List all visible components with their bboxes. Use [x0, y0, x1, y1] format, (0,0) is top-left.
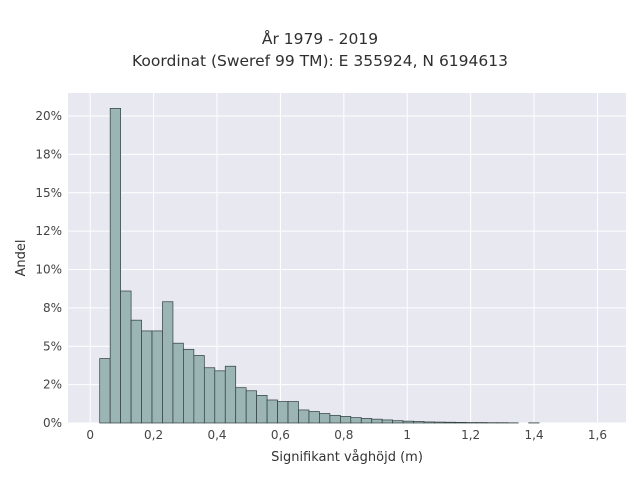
histogram-bar: [172, 342, 184, 424]
x-axis-label: Signifikant våghöjd (m): [271, 450, 423, 465]
y-tick-label: 12%: [35, 224, 62, 238]
x-tick-label: 1,4: [525, 428, 544, 442]
histogram-bar: [360, 418, 373, 424]
y-tick-label: 20%: [35, 109, 62, 123]
histogram-bars: [99, 107, 540, 424]
histogram-bar: [392, 420, 404, 424]
x-axis-ticks: 0 0,2 0,4 0,6 0,8 1 1,2 1,4 1,6: [86, 428, 607, 442]
histogram-bar: [423, 421, 435, 424]
y-tick-label: 15%: [35, 186, 62, 200]
x-tick-label: 0,2: [144, 428, 163, 442]
y-tick-label: 2%: [43, 378, 62, 392]
histogram-bar: [235, 387, 247, 424]
histogram-bar: [371, 418, 383, 424]
histogram-bar: [109, 107, 121, 424]
histogram-bar: [151, 330, 163, 424]
chart-title-line-1: År 1979 - 2019: [261, 30, 379, 48]
histogram-bar: [402, 420, 414, 424]
histogram-bar: [381, 419, 394, 424]
histogram-bar: [287, 401, 299, 424]
x-tick-label: 0,6: [271, 428, 290, 442]
histogram-bar: [455, 422, 467, 424]
histogram-bar: [413, 421, 425, 424]
y-axis-ticks: 0% 2% 5% 8% 10% 12% 15% 18% 20%: [35, 109, 62, 430]
histogram-bar: [444, 421, 456, 424]
chart-title-line-2: Koordinat (Sweref 99 TM): E 355924, N 61…: [132, 52, 508, 70]
histogram-bar: [350, 417, 362, 424]
x-tick-label: 1,6: [588, 428, 607, 442]
histogram-bar: [141, 330, 153, 424]
x-tick-label: 0,8: [334, 428, 353, 442]
x-tick-label: 1: [403, 428, 411, 442]
y-tick-label: 0%: [43, 416, 62, 430]
histogram-bar: [203, 367, 216, 424]
x-tick-label: 0,4: [207, 428, 226, 442]
histogram-bar: [245, 390, 257, 424]
histogram-bar: [434, 421, 446, 424]
histogram-bar: [329, 414, 341, 424]
y-axis-label: Andel: [14, 240, 29, 277]
histogram-bar: [120, 290, 132, 424]
histogram-bar: [256, 395, 268, 424]
y-tick-label: 5%: [43, 339, 62, 353]
y-tick-label: 8%: [43, 301, 62, 315]
histogram-bar: [266, 399, 278, 424]
y-tick-label: 10%: [35, 263, 62, 277]
y-tick-label: 18%: [35, 147, 62, 161]
histogram-bar: [130, 319, 142, 424]
x-tick-label: 1,2: [461, 428, 480, 442]
x-tick-label: 0: [86, 428, 94, 442]
histogram-bar: [308, 411, 320, 424]
histogram-bar: [214, 370, 226, 424]
histogram-bar: [162, 301, 174, 424]
histogram-bar: [99, 358, 111, 424]
histogram-bar: [193, 355, 205, 424]
histogram-bar: [224, 365, 237, 424]
histogram-bar: [277, 401, 289, 424]
histogram-bar: [183, 348, 195, 424]
histogram-bar: [319, 413, 331, 424]
histogram-bar: [339, 416, 352, 424]
histogram-bar: [298, 409, 310, 424]
chart-title: År 1979 - 2019 Koordinat (Sweref 99 TM):…: [0, 28, 640, 72]
